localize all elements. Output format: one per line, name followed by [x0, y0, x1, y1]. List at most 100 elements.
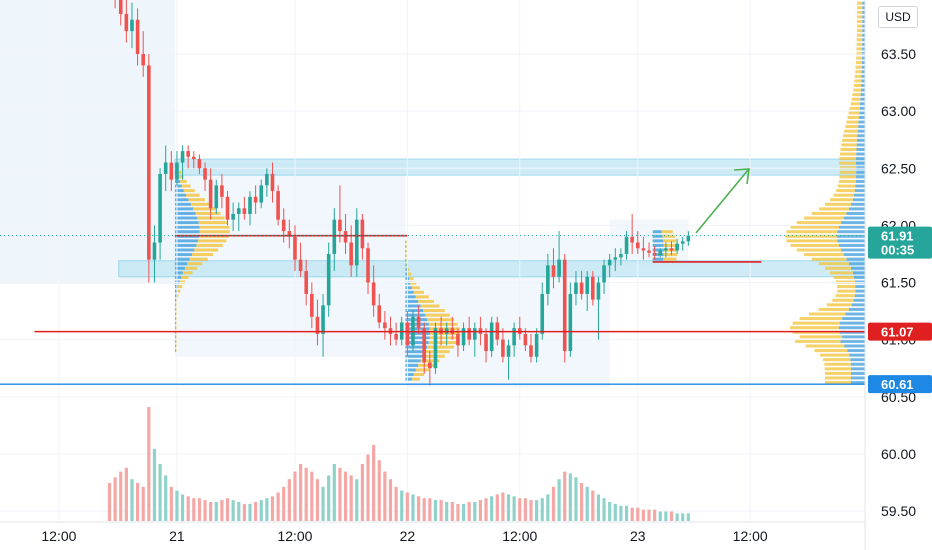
- volume-bar: [484, 498, 488, 521]
- profile-bar: [847, 115, 859, 119]
- candle-body: [366, 248, 370, 283]
- profile-bar: [405, 363, 419, 367]
- profile-bar: [850, 102, 860, 106]
- candle-body: [602, 265, 606, 283]
- profile-bar: [174, 202, 191, 206]
- x-tick-label: 12:00: [733, 528, 768, 544]
- profile-bar: [839, 161, 856, 165]
- profile-bar: [796, 248, 842, 252]
- profile-bar: [862, 1, 865, 5]
- candle-body: [467, 328, 471, 340]
- candle-body: [630, 236, 634, 243]
- profile-bar: [789, 326, 839, 330]
- profile-bar: [824, 367, 851, 371]
- volume-bar: [152, 448, 157, 521]
- candle-body: [315, 316, 320, 334]
- volume-bar: [551, 486, 556, 521]
- candle-body: [326, 253, 331, 306]
- volume-bar: [360, 464, 364, 521]
- volume-bar: [681, 513, 685, 521]
- profile-bar: [862, 6, 865, 10]
- volume-bar: [332, 464, 336, 521]
- volume-bar: [596, 494, 601, 521]
- profile-bar: [850, 371, 865, 375]
- volume-bar: [231, 500, 235, 521]
- profile-bar: [852, 198, 865, 202]
- profile-bar: [838, 326, 865, 330]
- profile-bar: [839, 157, 857, 161]
- profile-bar: [176, 294, 179, 298]
- profile-bar: [405, 240, 407, 244]
- candle-body: [405, 322, 410, 346]
- profile-bar: [415, 368, 429, 372]
- x-tick-label: 23: [630, 528, 646, 544]
- profile-bar: [858, 115, 865, 119]
- profile-bar: [406, 240, 408, 244]
- profile-bar: [174, 289, 178, 293]
- profile-bar: [837, 184, 856, 188]
- forecast-arrow-line: [695, 169, 749, 234]
- candle-body: [579, 282, 584, 294]
- candle-body: [310, 293, 314, 317]
- profile-bar: [174, 193, 187, 197]
- profile-bar: [856, 157, 865, 161]
- profile-bar: [405, 249, 407, 253]
- profile-bar: [856, 56, 862, 60]
- candle-body: [664, 248, 668, 251]
- profile-bar: [405, 341, 429, 345]
- profile-bar: [792, 321, 840, 325]
- price-tag: 60.61: [868, 375, 932, 394]
- volume-bar: [405, 492, 409, 521]
- candle-body: [540, 293, 545, 334]
- candle-body: [596, 282, 601, 300]
- profile-bar: [839, 321, 865, 325]
- profile-bar: [849, 353, 865, 357]
- profile-bar: [850, 362, 865, 366]
- profile-bar: [829, 271, 853, 275]
- volume-bar: [315, 479, 320, 521]
- profile-bar: [862, 20, 865, 24]
- candle-body: [641, 248, 646, 251]
- profile-bar: [824, 376, 851, 380]
- candle-body: [619, 253, 623, 258]
- candle-body: [669, 248, 674, 251]
- profile-bar: [405, 345, 428, 349]
- profile-bar: [854, 79, 862, 83]
- profile-bar: [174, 326, 176, 330]
- profile-bar: [405, 359, 421, 363]
- profile-bar: [405, 336, 430, 340]
- profile-bar: [182, 271, 193, 275]
- profile-bar: [855, 70, 862, 74]
- profile-bar: [820, 353, 850, 357]
- currency-badge[interactable]: USD: [878, 6, 918, 28]
- profile-bar: [174, 179, 181, 183]
- y-tick-label: 59.50: [881, 503, 916, 519]
- candle-body: [585, 276, 589, 294]
- profile-bar: [174, 257, 190, 261]
- profile-bar: [836, 189, 855, 193]
- profile-bar: [796, 221, 842, 225]
- profile-bar: [853, 298, 865, 302]
- profile-bar: [850, 367, 865, 371]
- profile-bar: [848, 307, 865, 311]
- profile-bar: [662, 234, 675, 238]
- volume-bar: [282, 486, 286, 521]
- volume-bar: [664, 511, 668, 521]
- profile-bar: [840, 147, 857, 151]
- volume-bar: [579, 483, 584, 521]
- volume-bar: [445, 502, 449, 521]
- profile-bar: [854, 294, 865, 298]
- profile-bar: [842, 335, 865, 339]
- profile-bar: [413, 290, 425, 294]
- profile-bar: [428, 322, 458, 326]
- profile-bar: [845, 125, 859, 129]
- profile-bar: [841, 248, 865, 252]
- candle-body: [225, 196, 230, 220]
- candle-body: [647, 250, 651, 253]
- profile-bar: [856, 20, 863, 24]
- profile-bar: [174, 253, 193, 257]
- profile-bar: [652, 253, 664, 257]
- candle-body: [169, 162, 174, 180]
- volume-bar: [158, 464, 162, 521]
